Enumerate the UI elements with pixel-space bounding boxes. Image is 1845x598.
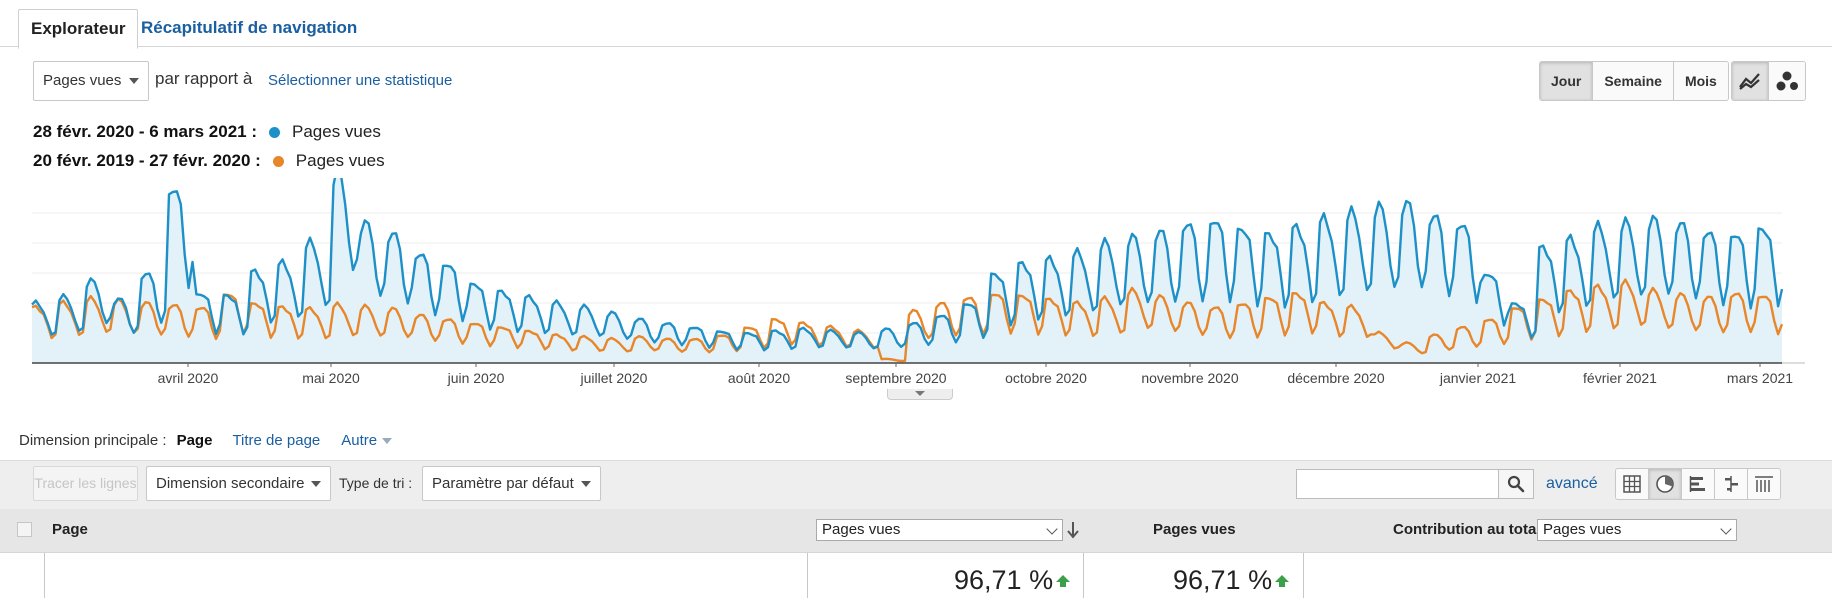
caret-down-icon [382,437,393,444]
sort-type-value: Paramètre par défaut [432,475,574,492]
comparison-icon[interactable] [1715,469,1748,499]
row-divider [44,553,45,598]
summary-row [0,553,1832,598]
chevron-down-icon [1046,523,1058,535]
tab-navigation-summary[interactable]: Récapitulatif de navigation [141,18,358,37]
dimension-page-title-link[interactable]: Titre de page [232,431,321,449]
pie-icon[interactable] [1649,469,1682,499]
legend-current-range: 28 févr. 2020 - 6 mars 2021 : [33,122,257,141]
x-tick-label: avril 2020 [158,370,219,386]
motion-chart-icon[interactable] [1769,62,1805,100]
x-tick-label: novembre 2020 [1141,370,1239,386]
column-metric-select-value: Pages vues [822,521,901,538]
dimension-other-label: Autre [341,431,378,449]
period-day-button[interactable]: Jour [1540,62,1594,100]
table-view-selector [1615,468,1781,500]
dimension-page-current: Page [176,431,213,449]
series-current-area [32,178,1782,363]
x-tick-label: juin 2020 [447,370,505,386]
caret-down-icon [915,391,925,396]
metric-dropdown-label: Pages vues [43,72,122,89]
column-metric-select[interactable]: Pages vues [816,519,1063,541]
pageviews-change-value: 96,71 % [1173,565,1273,595]
chart-collapse-handle[interactable] [887,389,953,400]
caret-down-icon [581,480,591,487]
period-week-button[interactable]: Semaine [1593,62,1674,100]
legend-current-series: Pages vues [292,122,381,141]
table-search-input[interactable] [1296,469,1534,499]
metric-change-value: 96,71 % [954,565,1054,595]
contribution-metric-select-value: Pages vues [1543,521,1622,538]
x-tick-label: août 2020 [728,370,790,386]
x-tick-label: février 2021 [1583,370,1657,386]
grid-icon[interactable] [1616,469,1649,499]
primary-dimension-label: Dimension principale : [19,431,167,449]
advanced-filter-link[interactable]: avancé [1546,475,1598,492]
chevron-down-icon [1720,523,1732,535]
primary-dimension-row: Dimension principale : Page Titre de pag… [19,430,413,450]
contribution-label: Contribution au total : [1393,521,1550,538]
column-header-pageviews[interactable]: Pages vues [1153,521,1236,538]
x-tick-label: mars 2021 [1727,370,1793,386]
sort-type-label: Type de tri : [339,475,413,491]
up-arrow-icon [1056,575,1070,587]
x-tick-label: mai 2020 [302,370,360,386]
x-tick-label: septembre 2020 [845,370,946,386]
caret-down-icon [129,78,139,84]
x-tick-label: octobre 2020 [1005,370,1087,386]
select-all-checkbox[interactable] [17,522,32,537]
versus-label: par rapport à [155,69,253,88]
x-tick-label: décembre 2020 [1287,370,1385,386]
bar-icon[interactable] [1682,469,1715,499]
legend-current: 28 févr. 2020 - 6 mars 2021 : Pages vues [33,121,381,143]
up-arrow-icon [1275,575,1289,587]
legend-orange-dot-icon [272,155,284,167]
secondary-dimension-dropdown[interactable]: Dimension secondaire [146,466,331,501]
chart-type-selector [1731,61,1806,101]
period-month-button[interactable]: Mois [1673,62,1728,100]
metric-dropdown[interactable]: Pages vues [33,61,149,101]
pageviews-change-cell [1083,553,1304,598]
tabs-divider [0,46,1832,47]
pageviews-line-chart[interactable]: avril 2020 mai 2020 juin 2020 juillet 2020 a… [30,178,1810,390]
tab-explorateur[interactable]: Explorateur [18,9,139,49]
secondary-dimension-label: Dimension secondaire [156,475,305,492]
plot-rows-button[interactable]: Tracer les lignes [33,466,138,501]
series-current-line [31,178,1784,352]
column-header-page[interactable]: Page [52,521,88,538]
search-icon [1507,475,1525,493]
legend-previous-range: 20 févr. 2019 - 27 févr. 2020 : [33,151,261,170]
sort-descending-icon[interactable] [1066,519,1080,541]
period-selector: Jour Semaine Mois [1539,61,1729,101]
line-chart-icon[interactable] [1732,62,1769,100]
x-tick-label: juillet 2020 [580,370,648,386]
sort-type-dropdown[interactable]: Paramètre par défaut [422,466,601,501]
caret-down-icon [311,480,321,487]
pivot-icon[interactable] [1748,469,1780,499]
legend-previous: 20 févr. 2019 - 27 févr. 2020 : Pages vu… [33,150,385,172]
x-tick-label: janvier 2021 [1439,370,1516,386]
select-metric-link[interactable]: Sélectionner une statistique [268,72,453,89]
legend-previous-series: Pages vues [295,151,385,170]
search-button[interactable] [1498,469,1534,499]
legend-blue-dot-icon [269,126,280,138]
contribution-metric-select[interactable]: Pages vues [1537,519,1737,541]
dimension-other-link[interactable]: Autre [341,431,393,449]
